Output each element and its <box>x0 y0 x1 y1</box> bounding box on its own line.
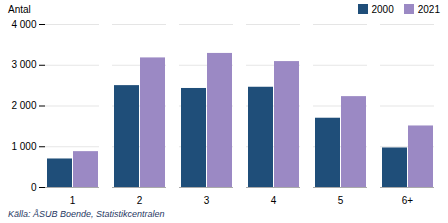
html-text:2000: 2000 <box>371 3 394 15</box>
svg-text:1: 1 <box>70 195 76 206</box>
svg-text:4 000: 4 000 <box>11 19 36 30</box>
svg-text:3 000: 3 000 <box>11 59 36 70</box>
svg-text:2: 2 <box>137 195 143 206</box>
svg-text:1 000: 1 000 <box>11 141 36 152</box>
svg-text:2 000: 2 000 <box>11 100 36 111</box>
svg-text:4: 4 <box>271 195 277 206</box>
html-text:Antal: Antal <box>8 3 31 15</box>
html-text:Källa: ÅSUB Boende, Statistikc: Källa: ÅSUB Boende, Statistikcentralen <box>8 209 165 219</box>
html-text:2021: 2021 <box>417 3 440 15</box>
svg-text:3: 3 <box>204 195 210 206</box>
svg-text:0: 0 <box>31 182 37 193</box>
svg-text:5: 5 <box>338 195 344 206</box>
svg-text:6+: 6+ <box>402 195 414 206</box>
